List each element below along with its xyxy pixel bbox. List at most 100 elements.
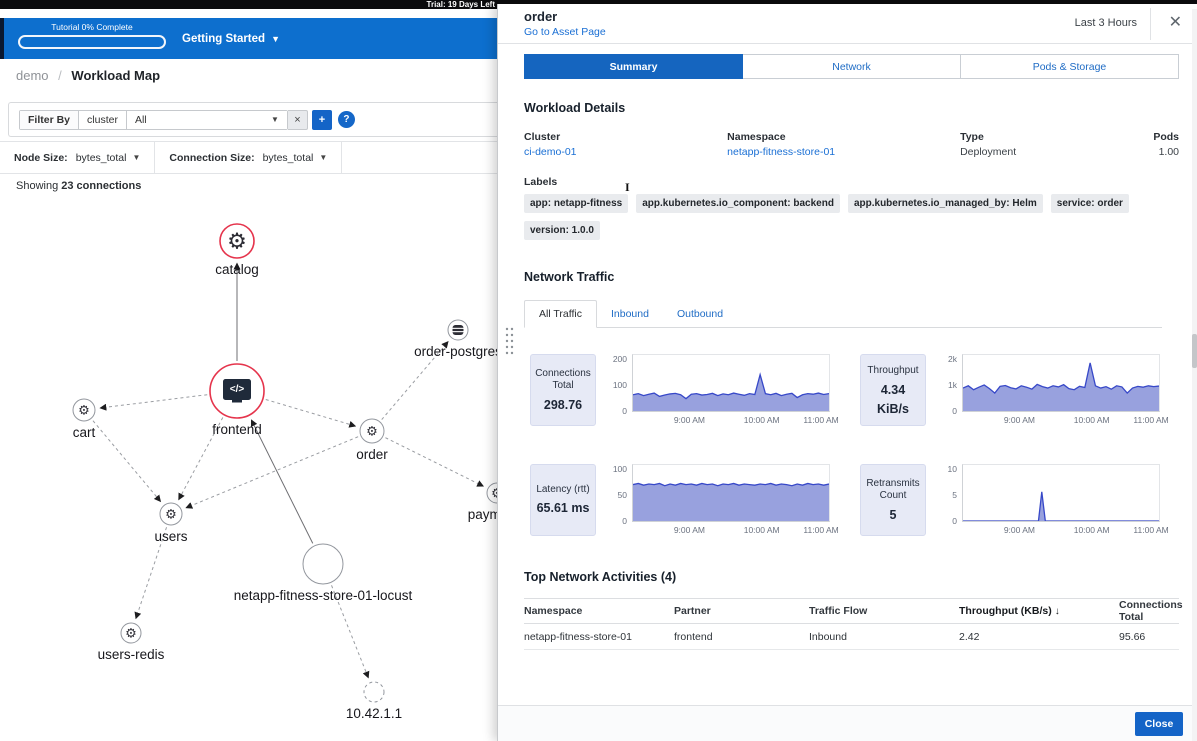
service-gear-icon: ⚙ [366, 424, 378, 439]
map-node-order[interactable]: ⚙ [359, 418, 385, 444]
subtab-all-traffic[interactable]: All Traffic [524, 300, 597, 328]
filter-field[interactable]: cluster [79, 110, 127, 129]
retransmits-chart-group: Retransmits Count 5 10 5 0 9:00 AM 10:00 AM 1… [860, 464, 1169, 536]
connection-size-dropdown[interactable]: bytes_total ▼ [263, 142, 343, 173]
map-edge-locust-frontend [251, 419, 314, 544]
connections-count-text: Showing 23 connections [16, 180, 142, 192]
throughput-chart-group: Throughput 4.34 KiB/s 2k 1k 0 9:00 AM 10:00 … [860, 354, 1169, 426]
network-traffic-heading: Network Traffic [524, 270, 615, 284]
map-edge-order-order-postgres [381, 341, 449, 420]
field-type: Type Deployment [960, 131, 1017, 158]
chart-row-2: Latency (rtt) 65.61 ms 100 50 0 9:00 AM 10:0… [530, 464, 1197, 536]
col-partner[interactable]: Partner [674, 605, 711, 617]
node-size-dropdown[interactable]: bytes_total ▼ [76, 142, 156, 173]
service-gear-icon: ⚙ [78, 403, 90, 418]
go-to-asset-page-link[interactable]: Go to Asset Page [524, 26, 606, 38]
workload-map-canvas[interactable]: ⚙ catalog order-postgres </> frontend ⚙ cart ⚙ o… [0, 9, 540, 741]
connections-stat-card: Connections Total 298.76 [530, 354, 596, 426]
map-edge-frontend-order [265, 399, 357, 428]
map-node-label: frontend [212, 422, 262, 437]
tab-pods-storage[interactable]: Pods & Storage [961, 54, 1179, 79]
chart-plot-area [632, 464, 830, 522]
panel-body: Summary Network Pods & Storage Workload … [498, 44, 1197, 705]
help-icon[interactable]: ? [337, 111, 355, 128]
nav-edge [0, 18, 4, 59]
getting-started-menu[interactable]: Getting Started ▼ [182, 33, 280, 45]
filter-add-button[interactable]: + [311, 109, 332, 130]
y-axis: 2k 1k 0 [948, 354, 957, 416]
map-node-order-postgres[interactable] [447, 319, 469, 341]
label-chip: app: netapp-fitness [524, 194, 629, 213]
close-button[interactable]: Close [1135, 712, 1183, 736]
workload-details-heading: Workload Details [524, 101, 626, 115]
workload-fields: Cluster ci-demo-01 Namespace netapp-fitn… [524, 131, 1179, 158]
tutorial-progress-bar[interactable] [18, 35, 166, 49]
trial-text: Trial: 19 Days Left [426, 0, 495, 9]
breadcrumb-parent[interactable]: demo [16, 68, 49, 83]
chart-plot-area [632, 354, 830, 412]
workload-map-svg[interactable]: ⚙ catalog order-postgres </> frontend ⚙ cart ⚙ o… [0, 9, 540, 741]
latency-stat-card: Latency (rtt) 65.61 ms [530, 464, 596, 536]
page-scrollbar [1192, 9, 1197, 741]
x-axis: 9:00 AM 10:00 AM 11:00 AM [1003, 525, 1169, 535]
col-namespace[interactable]: Namespace [524, 605, 583, 617]
service-gear-icon: ⚙ [165, 507, 177, 522]
y-axis: 200 100 0 [612, 354, 627, 416]
throughput-chart: 2k 1k 0 9:00 AM 10:00 AM 11:00 AM [938, 354, 1169, 426]
map-node-users[interactable]: ⚙ [159, 502, 183, 526]
latency-chart: 100 50 0 9:00 AM 10:00 AM 11:00 AM [608, 464, 839, 536]
map-edge-locust-ip [331, 585, 370, 679]
svg-text:</>: </> [230, 384, 245, 395]
field-pods: Pods 1.00 [1153, 131, 1180, 158]
top-network-activities-heading: Top Network Activities (4) [524, 570, 677, 584]
field-cluster: Cluster ci-demo-01 [524, 131, 727, 158]
close-icon[interactable]: ✕ [1168, 14, 1182, 31]
map-node-ip[interactable] [363, 681, 385, 703]
map-node-frontend[interactable]: </> [209, 363, 265, 419]
breadcrumb: demo / Workload Map [16, 68, 160, 83]
map-node-label: order [356, 447, 388, 462]
namespace-link[interactable]: netapp-fitness-store-01 [727, 146, 836, 158]
code-monitor-icon [223, 379, 251, 400]
map-node-cart[interactable]: ⚙ [72, 398, 96, 422]
labels-heading: Labels [524, 176, 558, 188]
map-node-catalog[interactable]: ⚙ [219, 223, 255, 259]
service-gear-icon: ⚙ [227, 229, 247, 254]
panel-drag-handle[interactable] [504, 326, 516, 356]
filter-clear-button[interactable]: × [287, 109, 308, 130]
chart-plot-area [962, 354, 1160, 412]
map-node-users-redis[interactable]: ⚙ [120, 622, 142, 644]
x-axis: 9:00 AM 10:00 AM 11:00 AM [673, 525, 839, 535]
tab-summary[interactable]: Summary [524, 54, 743, 79]
label-chip: version: 1.0.0 [524, 221, 600, 240]
table-row[interactable]: netapp-fitness-store-01 frontend Inbound… [524, 624, 1179, 650]
workload-map-page: ⚙ catalog order-postgres </> frontend ⚙ cart ⚙ o… [0, 9, 527, 741]
map-edge-cart-users [92, 420, 162, 503]
label-chip: app.kubernetes.io_managed_by: Helm [847, 194, 1043, 213]
time-range-selector[interactable]: Last 3 Hours [1074, 17, 1137, 29]
col-connections-total[interactable]: Connections Total [1119, 599, 1183, 623]
label-chip: app.kubernetes.io_component: backend [636, 194, 840, 213]
tab-network[interactable]: Network [743, 54, 961, 79]
map-node-label: netapp-fitness-store-01-locust [234, 588, 413, 603]
filter-by-label[interactable]: Filter By [20, 110, 80, 129]
cluster-link[interactable]: ci-demo-01 [524, 146, 577, 158]
filter-group: Filter By cluster All ▼ [19, 109, 288, 130]
workload-detail-panel: order Go to Asset Page Last 3 Hours ✕ Su… [497, 4, 1197, 741]
header-divider [1150, 8, 1151, 40]
retransmits-chart: 10 5 0 9:00 AM 10:00 AM 11:00 AM [938, 464, 1169, 536]
subtab-outbound[interactable]: Outbound [676, 308, 724, 320]
filter-value-dropdown[interactable]: All ▼ [126, 110, 287, 129]
latency-chart-group: Latency (rtt) 65.61 ms 100 50 0 9:00 AM 10:0… [530, 464, 839, 536]
map-node-locust[interactable] [302, 543, 344, 585]
col-throughput[interactable]: Throughput (KB/s) ↓ [959, 605, 1060, 617]
label-chips: app: netapp-fitness app.kubernetes.io_co… [524, 194, 1164, 240]
traffic-subtabs: All Traffic Inbound Outbound [524, 300, 1162, 328]
y-axis: 10 5 0 [947, 464, 957, 526]
subtab-inbound[interactable]: Inbound [610, 308, 649, 320]
database-icon [452, 325, 464, 335]
service-gear-icon: ⚙ [125, 626, 137, 641]
scrollbar-thumb[interactable] [1192, 334, 1197, 368]
y-axis: 100 50 0 [612, 464, 627, 526]
col-traffic-flow[interactable]: Traffic Flow [809, 605, 868, 617]
